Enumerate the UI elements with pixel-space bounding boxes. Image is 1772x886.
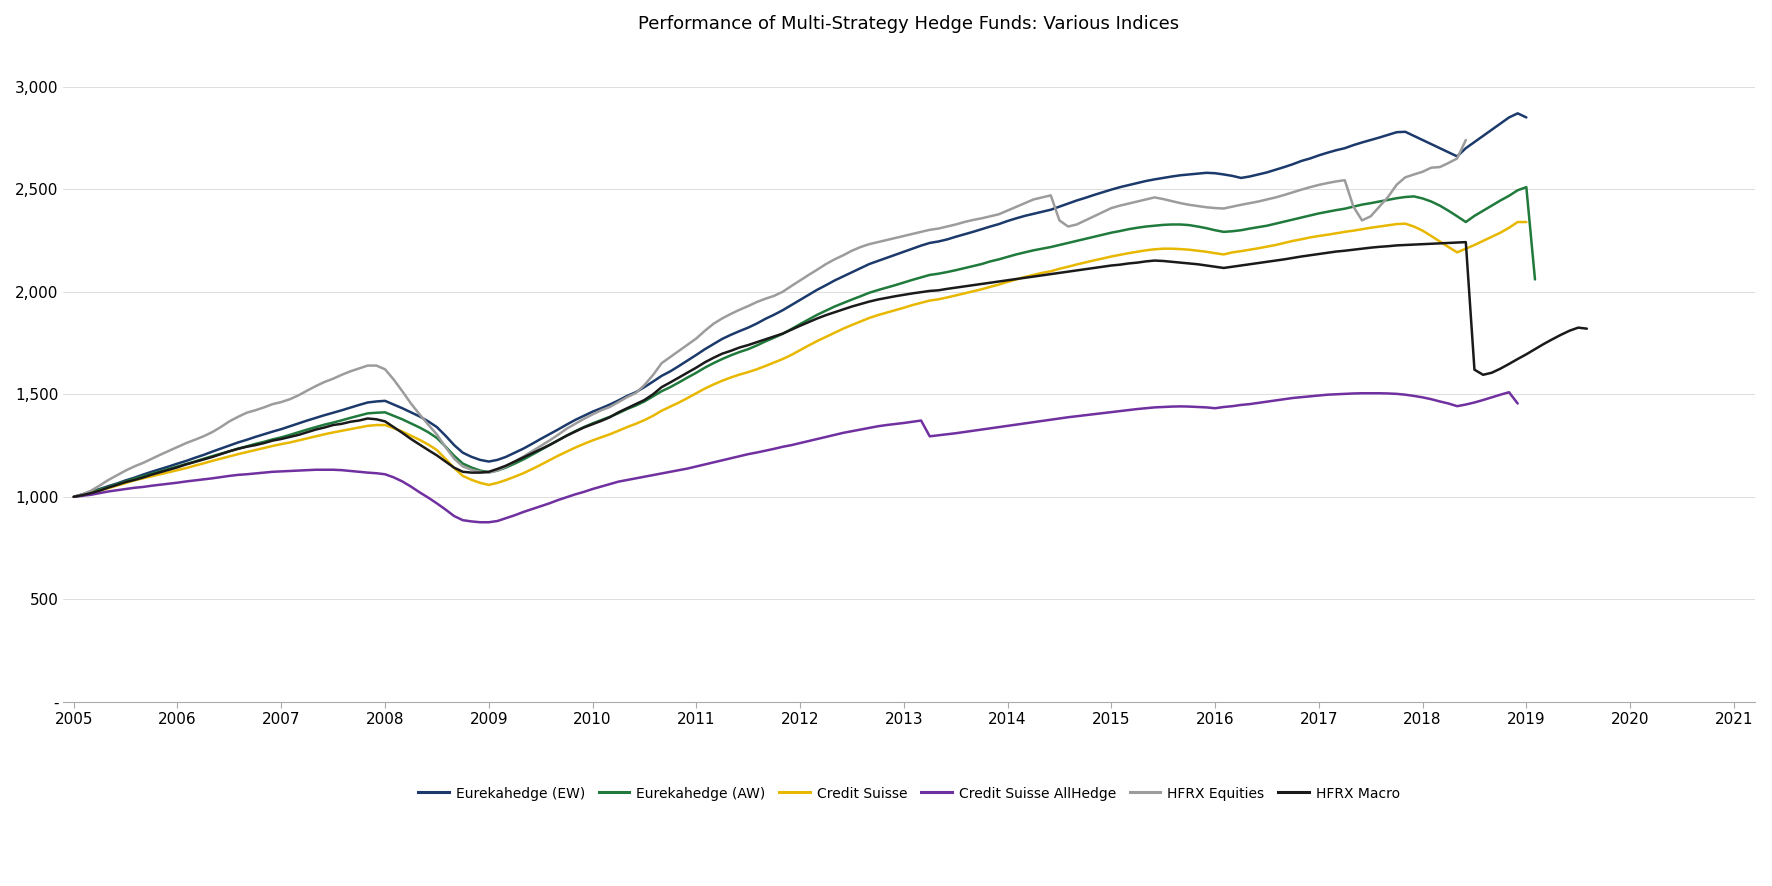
Eurekahedge (EW) [1299,153,1320,164]
Legend: Eurekahedge (EW), Eurekahedge (AW), Credit Suisse, Credit Suisse AllHedge, HFRX : Eurekahedge (EW), Eurekahedge (AW), Cred… [413,781,1405,806]
Eurekahedge (EW) [1221,171,1242,182]
HFRX Macro [133,472,154,483]
HFRX Macro [1481,368,1503,378]
Credit Suisse AllHedge [893,417,914,428]
HFRX Equities [1170,198,1191,208]
Line: Eurekahedge (EW): Eurekahedge (EW) [74,113,1526,497]
Eurekahedge (AW) [1368,196,1389,206]
Title: Performance of Multi-Strategy Hedge Funds: Various Indices: Performance of Multi-Strategy Hedge Fund… [638,15,1180,33]
Credit Suisse [1299,232,1320,243]
Credit Suisse [64,492,85,502]
Line: Credit Suisse AllHedge: Credit Suisse AllHedge [74,392,1517,522]
HFRX Macro [193,455,214,465]
Line: HFRX Macro: HFRX Macro [74,242,1588,497]
Credit Suisse AllHedge [920,431,941,441]
Line: Eurekahedge (AW): Eurekahedge (AW) [74,187,1535,497]
Credit Suisse AllHedge [1221,400,1242,411]
Credit Suisse AllHedge [64,492,85,502]
Credit Suisse [634,415,656,425]
Credit Suisse AllHedge [1506,398,1527,408]
Credit Suisse [1506,217,1527,228]
Credit Suisse [1221,247,1242,258]
Credit Suisse [1196,246,1217,257]
Credit Suisse AllHedge [565,489,587,500]
HFRX Equities [64,492,85,502]
Eurekahedge (AW) [271,432,292,443]
HFRX Equities [1455,135,1476,145]
HFRX Macro [314,423,335,433]
Credit Suisse [1446,247,1467,258]
Eurekahedge (AW) [1524,274,1545,284]
HFRX Macro [1455,237,1476,247]
Credit Suisse AllHedge [470,517,491,527]
HFRX Equities [521,446,542,456]
Eurekahedge (EW) [1515,113,1536,123]
Credit Suisse AllHedge [487,516,509,526]
Eurekahedge (EW) [64,492,85,502]
Eurekahedge (AW) [1515,182,1536,192]
Eurekahedge (EW) [1446,152,1467,162]
Eurekahedge (AW) [833,298,854,308]
Eurekahedge (EW) [634,382,656,392]
Eurekahedge (EW) [452,447,473,458]
Credit Suisse [1515,217,1536,228]
HFRX Equities [184,434,206,445]
Credit Suisse AllHedge [1499,387,1520,398]
Eurekahedge (EW) [1196,167,1217,178]
HFRX Macro [565,426,587,437]
Credit Suisse AllHedge [323,464,344,475]
Line: HFRX Equities: HFRX Equities [74,140,1465,497]
Eurekahedge (AW) [64,492,85,502]
Line: Credit Suisse: Credit Suisse [74,222,1526,497]
Eurekahedge (AW) [608,408,629,418]
HFRX Equities [980,211,1001,222]
HFRX Macro [920,285,941,296]
HFRX Equities [1178,199,1200,210]
Eurekahedge (AW) [764,332,785,343]
HFRX Macro [64,492,85,502]
HFRX Equities [512,451,533,462]
Eurekahedge (EW) [1506,108,1527,119]
Credit Suisse [452,470,473,481]
HFRX Macro [1577,323,1598,334]
Eurekahedge (AW) [773,329,794,339]
